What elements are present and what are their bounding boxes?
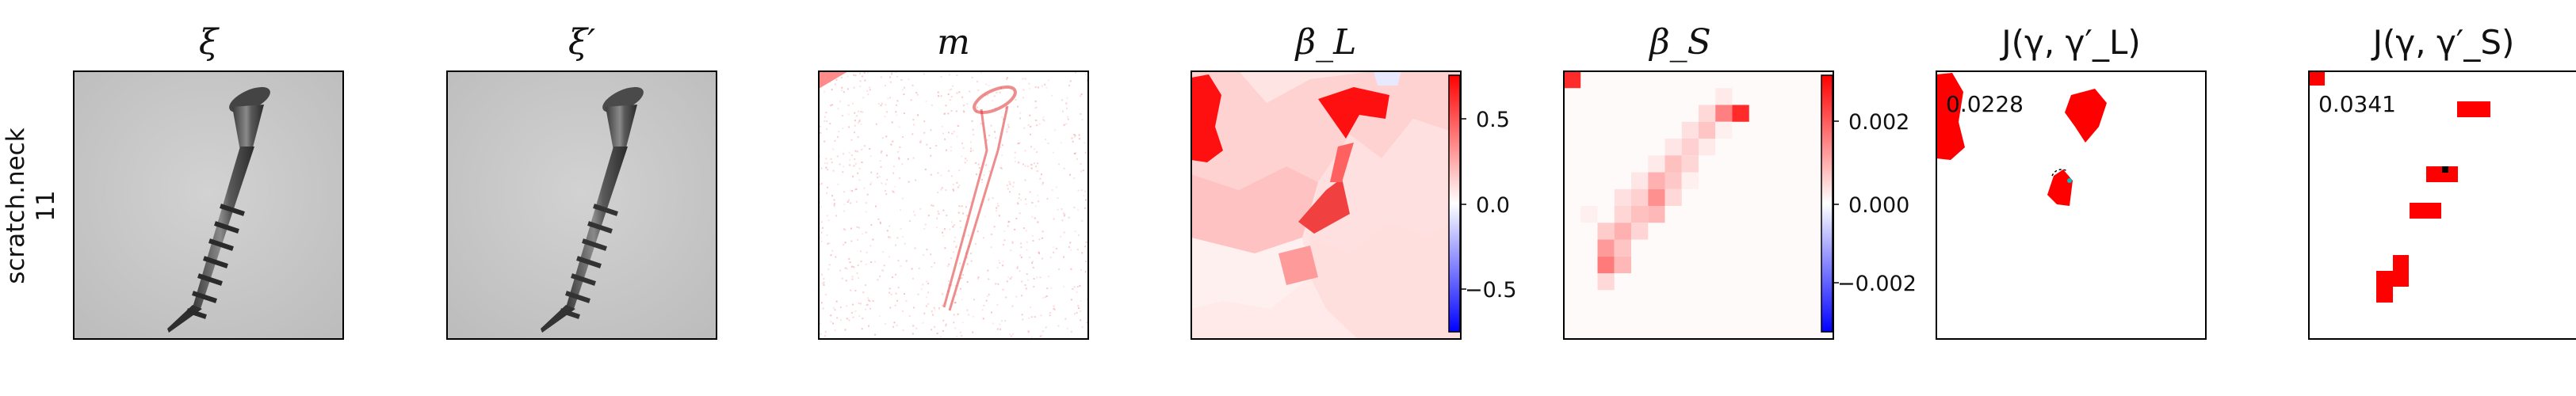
panel-title-xi-prime: ξ′ [568, 22, 595, 63]
binary-map-small [2309, 71, 2576, 339]
score-large: 0.0228 [1946, 91, 2024, 117]
panel-title-j-small: J(γ, γ′_S) [2371, 23, 2515, 62]
beta-l-heatmap [1191, 71, 1461, 339]
panel-title-beta-s: β_S [1648, 22, 1711, 63]
colorbar-beta-s-tick-bottom: −0.002 [1837, 272, 1917, 296]
binary-map-large [1936, 71, 2206, 339]
panel-title-j-large: J(γ, γ′_L) [1999, 23, 2141, 62]
colorbar-beta-l-tick-mid: 0.0 [1476, 193, 1510, 218]
panel-j-small: J(γ, γ′_S) 0.0341 [2308, 23, 2576, 340]
row-label-line1: scratch.neck [2, 128, 30, 284]
row-label: scratch.neck 11 [2, 128, 60, 284]
colorbar-beta-s: 0.002 0.000 −0.002 [1821, 74, 1917, 333]
score-small: 0.0341 [2318, 91, 2396, 117]
panel-title-beta-l: β_L [1294, 22, 1357, 63]
colorbar-beta-l: 0.5 0.0 −0.5 [1448, 74, 1517, 333]
difference-mask [819, 71, 1088, 339]
panel-title-m: m [937, 22, 970, 63]
panel-xi: ξ [73, 22, 344, 340]
panel-m: m [818, 22, 1089, 340]
colorbar-beta-s-tick-mid: 0.000 [1848, 193, 1909, 218]
colorbar-beta-l-tick-top: 0.5 [1476, 108, 1510, 132]
panel-xi-prime: ξ′ [446, 22, 717, 340]
panel-beta-l: β_L 0.5 0.0 [1191, 22, 1517, 340]
colorbar-beta-l-tick-bottom: −0.5 [1465, 278, 1517, 303]
beta-s-heatmap [1564, 71, 1833, 339]
panel-title-xi: ξ [199, 22, 220, 63]
screw-photo-reconstruction [447, 71, 717, 339]
colorbar-beta-s-tick-top: 0.002 [1848, 110, 1909, 135]
row-label-line2: 11 [32, 190, 60, 221]
panel-beta-s: β_S 0.002 0.000 −0.002 [1563, 22, 1917, 340]
panel-j-large: J(γ, γ′_L) 0.0228 [1936, 23, 2207, 340]
screw-photo [74, 71, 343, 339]
